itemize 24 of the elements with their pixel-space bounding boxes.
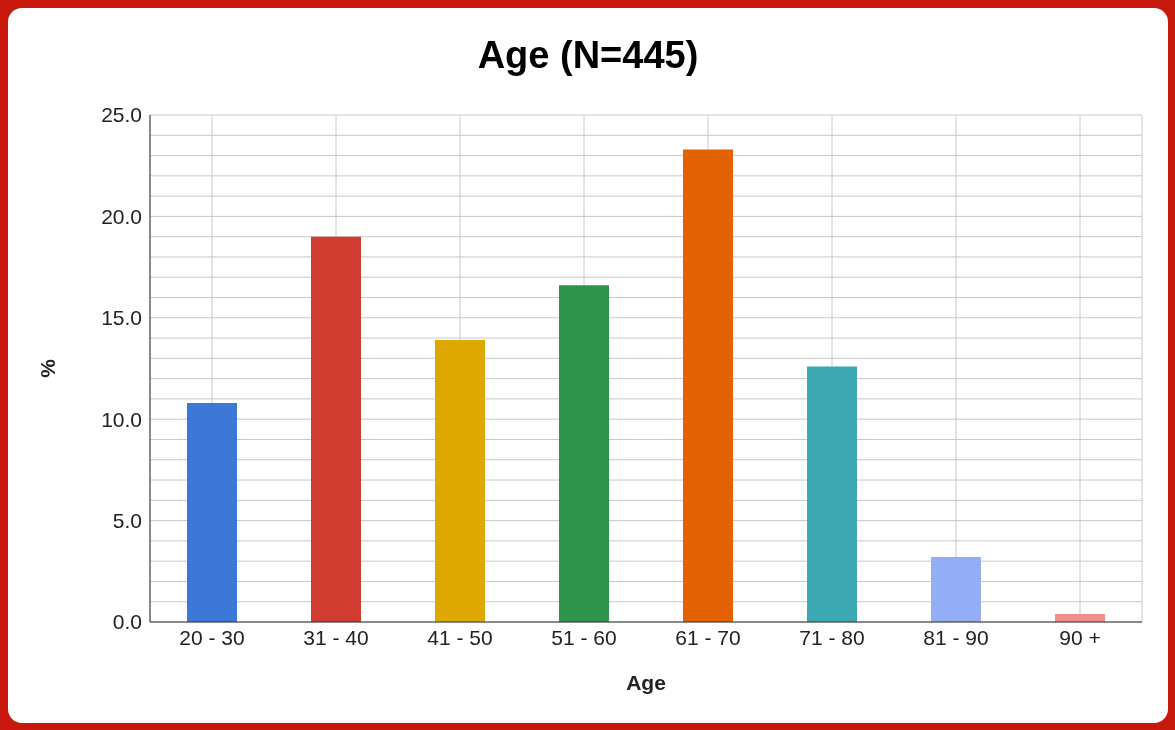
chart-title: Age (N=445) [476, 34, 700, 77]
bar [559, 285, 609, 622]
y-tick-label: 10.0 [101, 407, 142, 431]
y-tick-label: 0.0 [112, 610, 142, 634]
bar [931, 557, 981, 622]
x-tick-label: 71 - 80 [799, 625, 865, 649]
y-tick-label: 5.0 [112, 509, 142, 533]
bar [683, 149, 733, 622]
x-axis-title: Age [626, 671, 666, 694]
x-tick-label: 90 + [1059, 625, 1101, 649]
bar [435, 340, 485, 622]
y-axis-title: % [36, 358, 60, 378]
x-tick-label: 20 - 30 [179, 625, 245, 649]
x-tick-label: 41 - 50 [427, 625, 493, 649]
bar [187, 402, 237, 622]
y-tick-label: 20.0 [101, 204, 142, 228]
x-tick-label: 81 - 90 [923, 625, 989, 649]
x-tick-label: 31 - 40 [303, 625, 369, 649]
bar [311, 236, 361, 622]
y-tick-label: 25.0 [101, 103, 142, 127]
x-tick-label: 61 - 70 [675, 625, 741, 649]
y-tick-label: 15.0 [101, 306, 142, 330]
x-tick-label: 51 - 60 [551, 625, 617, 649]
bar [807, 366, 857, 622]
